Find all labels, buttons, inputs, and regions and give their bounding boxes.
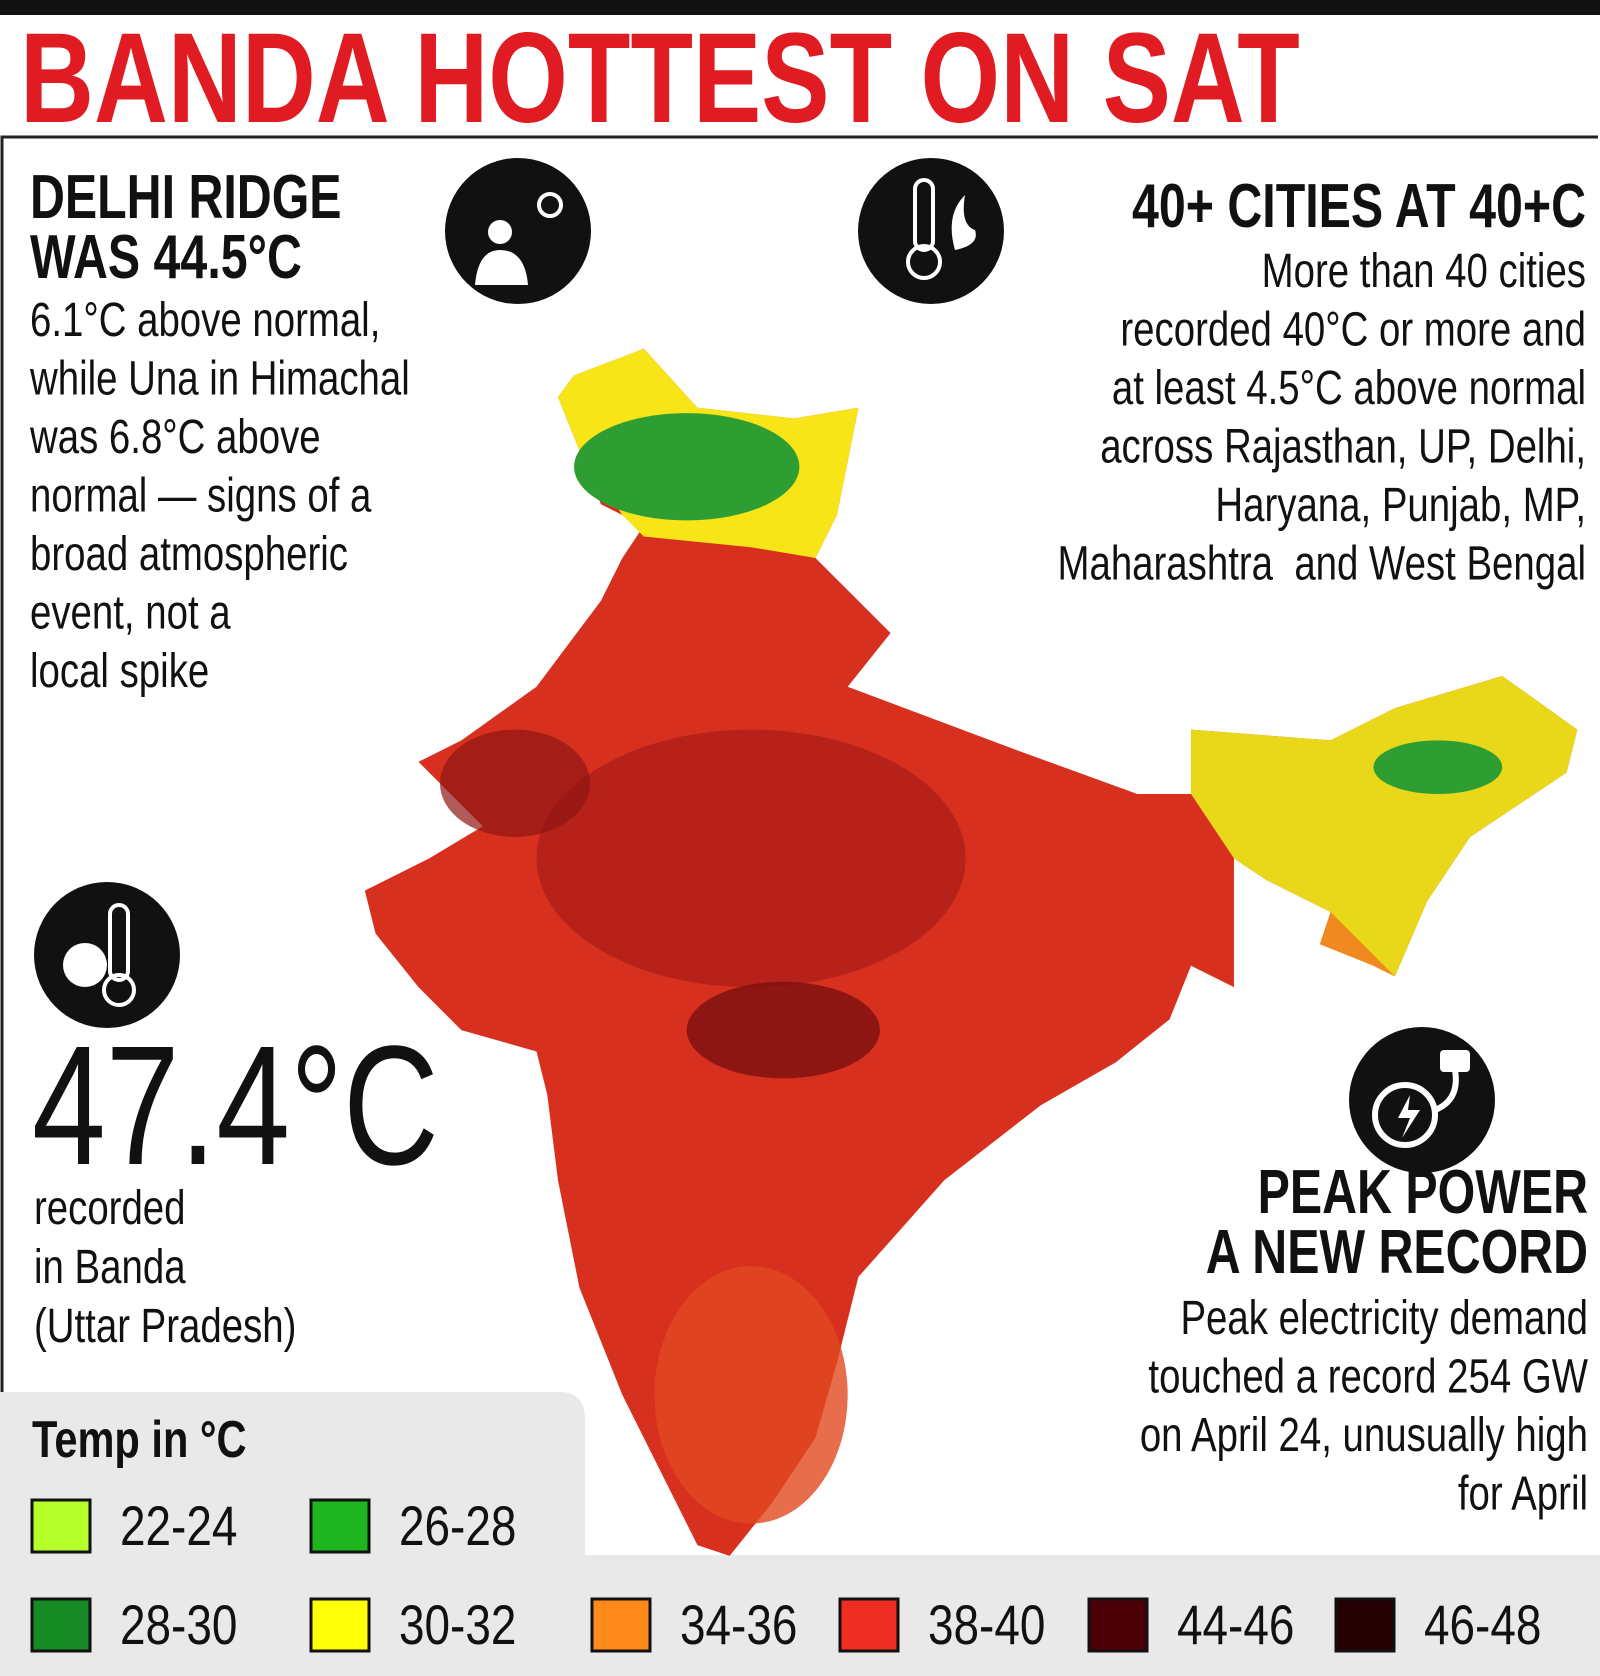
section-body: Maharashtra and West Bengal	[1057, 538, 1586, 591]
section-body: broad atmospheric	[30, 528, 348, 581]
legend-panel	[0, 1392, 1600, 1676]
legend-label: 22-24	[120, 1495, 237, 1557]
icon-heat-person	[445, 158, 591, 304]
legend-swatch	[30, 1597, 92, 1653]
legend-label: 38-40	[928, 1594, 1045, 1656]
legend-swatch	[838, 1597, 900, 1653]
legend-swatch	[309, 1597, 371, 1653]
section-heading: 40+ CITIES AT 40+C	[1132, 171, 1586, 240]
icon-sun-thermometer	[34, 882, 180, 1028]
section-body: event, not a	[30, 587, 231, 640]
legend-label: 28-30	[120, 1594, 237, 1656]
india-outline	[364, 348, 1578, 1556]
section-body: touched a record 254 GW	[1148, 1351, 1588, 1404]
hot-zone	[439, 729, 591, 837]
frame	[0, 135, 1598, 1676]
cool-zone	[574, 413, 800, 521]
section-body: on April 24, unusually high	[1140, 1409, 1588, 1462]
section-body: Haryana, Punjab, MP,	[1215, 479, 1586, 532]
big-temperature: 47.4°C	[32, 1011, 439, 1201]
cool-zone	[1373, 740, 1503, 795]
legend-label: 44-46	[1177, 1594, 1294, 1656]
top-bar	[0, 0, 1600, 15]
section-body: Peak electricity demand	[1180, 1292, 1588, 1345]
section-body: at least 4.5°C above normal	[1112, 362, 1586, 415]
headline: BANDA HOTTEST ON SAT	[20, 6, 1300, 150]
section-body: 6.1°C above normal,	[30, 294, 380, 347]
map	[364, 348, 1578, 1556]
legend-swatch	[309, 1498, 371, 1554]
section-body: was 6.8°C above	[29, 411, 321, 464]
section-body: normal — signs of a	[30, 470, 372, 523]
section-heading: DELHI RIDGE	[30, 162, 342, 231]
section-body: local spike	[30, 645, 209, 698]
warm-zone	[1319, 912, 1395, 977]
section-heading: A NEW RECORD	[1206, 1217, 1588, 1286]
legend-title: Temp in °C	[32, 1410, 247, 1469]
legend-swatch	[1087, 1597, 1149, 1653]
section-body: for April	[1458, 1468, 1588, 1521]
icon-thermometer-flame	[858, 158, 1004, 304]
legend-label: 34-36	[680, 1594, 797, 1656]
legend-label: 46-48	[1424, 1594, 1541, 1656]
legend-swatch	[1334, 1597, 1396, 1653]
section-body: recorded 40°C or more and	[1120, 304, 1586, 357]
cool-zone	[1191, 675, 1578, 977]
section-heading: PEAK POWER	[1258, 1157, 1588, 1226]
section-heading: WAS 44.5°C	[30, 222, 302, 291]
section-body: while Una in Himachal	[29, 353, 410, 406]
hot-zone	[536, 729, 966, 988]
hot-zone	[686, 981, 880, 1079]
temperature-caption: (Uttar Pradesh)	[34, 1300, 296, 1353]
legend-label: 30-32	[399, 1594, 516, 1656]
legend-label: 26-28	[399, 1495, 516, 1557]
legend-swatch	[590, 1597, 652, 1653]
legend-swatch	[30, 1498, 92, 1554]
section-body: across Rajasthan, UP, Delhi,	[1100, 421, 1586, 474]
section-body: More than 40 cities	[1262, 245, 1586, 298]
icon-power-plug	[1349, 1027, 1495, 1173]
temperature-caption: recorded	[34, 1182, 186, 1235]
temperature-caption: in Banda	[34, 1241, 186, 1294]
warm-zone	[654, 1266, 848, 1524]
